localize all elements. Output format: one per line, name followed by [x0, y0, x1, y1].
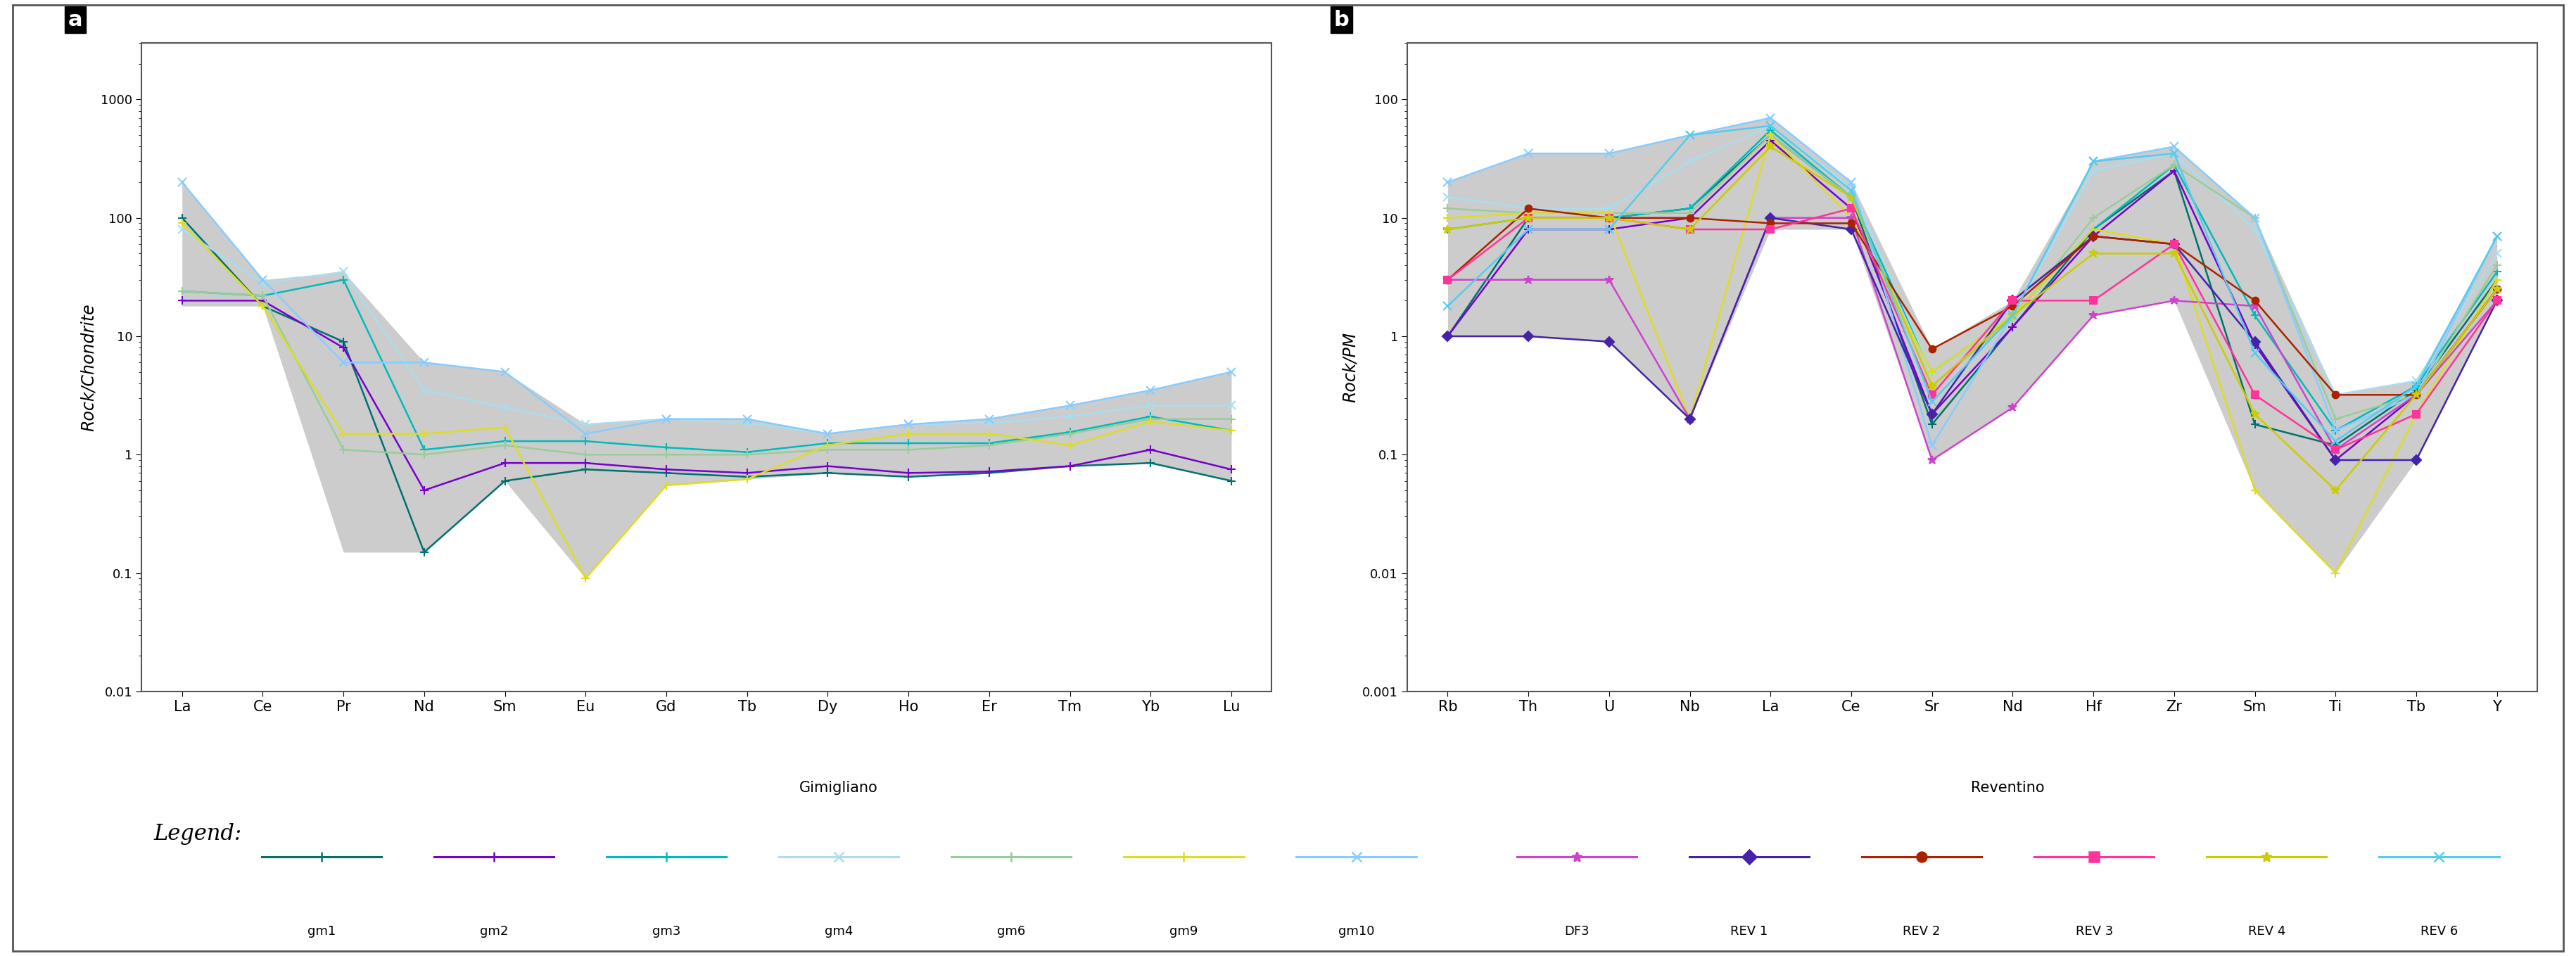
Text: Gimigliano: Gimigliano	[799, 781, 878, 795]
Text: gm10: gm10	[1337, 924, 1376, 938]
Text: REV 6: REV 6	[2421, 924, 2458, 938]
Text: REV 1: REV 1	[1731, 924, 1767, 938]
Text: gm3: gm3	[652, 924, 680, 938]
Text: Reventino: Reventino	[1971, 781, 2045, 795]
Text: gm1: gm1	[307, 924, 335, 938]
Text: REV 3: REV 3	[2076, 924, 2112, 938]
Y-axis label: Rock/PM: Rock/PM	[1342, 332, 1358, 402]
Text: b: b	[1334, 10, 1350, 30]
Text: gm2: gm2	[479, 924, 507, 938]
Text: Legend:: Legend:	[155, 823, 242, 845]
Text: gm4: gm4	[824, 924, 853, 938]
Text: gm9: gm9	[1170, 924, 1198, 938]
Text: REV 2: REV 2	[1904, 924, 1940, 938]
Text: a: a	[67, 10, 82, 30]
Y-axis label: Rock/Chondrite: Rock/Chondrite	[80, 303, 98, 431]
Text: REV 4: REV 4	[2249, 924, 2285, 938]
Text: gm6: gm6	[997, 924, 1025, 938]
Text: DF3: DF3	[1564, 924, 1589, 938]
